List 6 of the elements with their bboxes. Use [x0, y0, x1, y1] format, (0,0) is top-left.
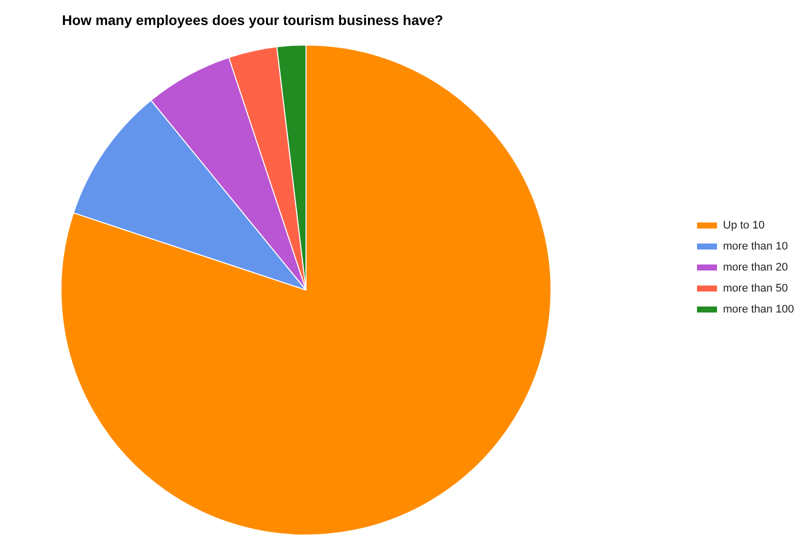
- legend-label: Up to 10: [723, 220, 765, 232]
- legend-label: more than 100: [723, 304, 794, 316]
- legend-label: more than 20: [723, 262, 788, 274]
- legend-label: more than 10: [723, 240, 788, 252]
- chart-title: How many employees does your tourism business have?: [62, 12, 444, 28]
- legend-label: more than 50: [723, 282, 788, 294]
